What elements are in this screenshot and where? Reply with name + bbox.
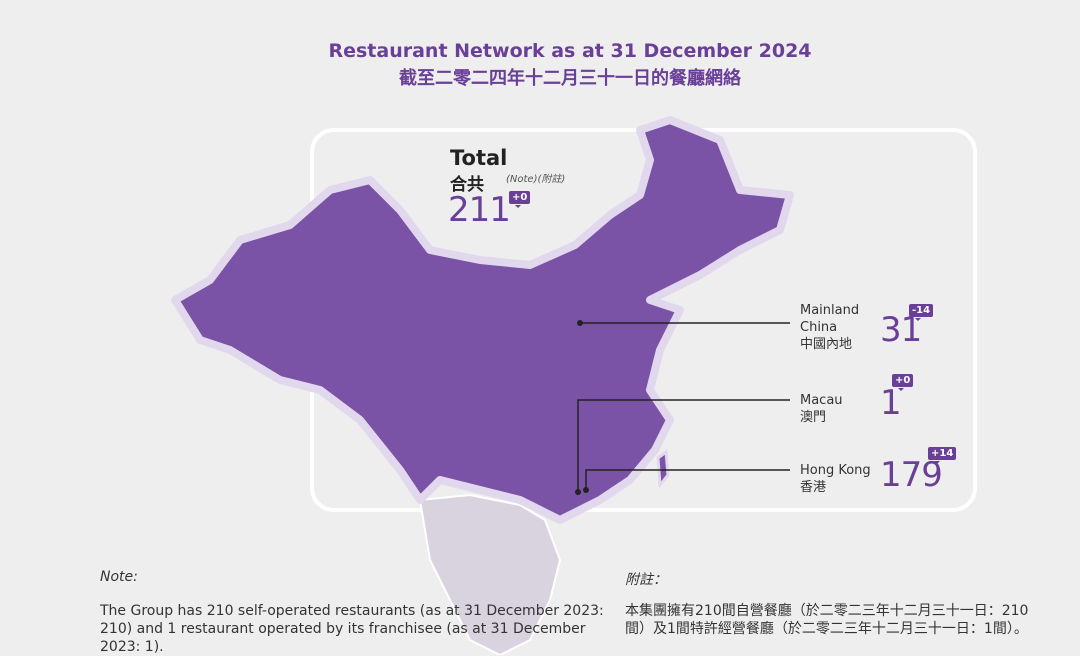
mainland-name-en2: China	[800, 320, 838, 335]
total-note-ref: (Note)(附註)	[506, 174, 566, 185]
hongkong-name-en: Hong Kong	[800, 463, 871, 478]
hongkong-name-zh: 香港	[800, 480, 827, 495]
mainland-dot	[577, 320, 583, 326]
total-label-zh: 合共	[450, 175, 484, 195]
macau-value: 1	[880, 383, 902, 423]
note-heading-zh: 附註：	[625, 572, 667, 588]
macau-leader-line	[577, 399, 790, 492]
total-label-en: Total	[450, 146, 508, 170]
hongkong-label: Hong Kong 香港	[800, 462, 871, 496]
china-shape	[171, 116, 794, 524]
mainland-change-badge: -14	[909, 304, 934, 321]
hongkong-value: 179	[880, 455, 943, 495]
hongkong-leader-line	[585, 469, 790, 490]
macau-change-badge: +0	[892, 374, 914, 391]
hongkong-dot	[583, 487, 589, 493]
total-value: 211	[448, 190, 511, 230]
hongkong-change-badge: +14	[928, 447, 957, 464]
title-english: Restaurant Network as at 31 December 202…	[328, 40, 812, 62]
taiwan-shape	[656, 449, 670, 489]
macau-dot	[575, 489, 581, 495]
total-change-badge: +0	[509, 191, 531, 208]
note-body-en: The Group has 210 self-operated restaura…	[100, 603, 604, 655]
macau-name-zh: 澳門	[800, 410, 827, 425]
mainland-label: Mainland China 中國內地	[800, 302, 859, 353]
title-chinese: 截至二零二四年十二月三十一日的餐廳網絡	[399, 68, 741, 89]
note-body-zh: 本集團擁有210間自營餐廳（於二零二三年十二月三十一日：210間）及1間特許經營…	[625, 603, 1029, 637]
note-heading-en: Note:	[100, 569, 138, 585]
mainland-name-zh: 中國內地	[800, 337, 853, 352]
southeast-asia-shape	[418, 493, 562, 655]
macau-label: Macau 澳門	[800, 392, 843, 426]
mainland-name-en: Mainland	[800, 303, 860, 318]
macau-name-en: Macau	[800, 393, 843, 408]
